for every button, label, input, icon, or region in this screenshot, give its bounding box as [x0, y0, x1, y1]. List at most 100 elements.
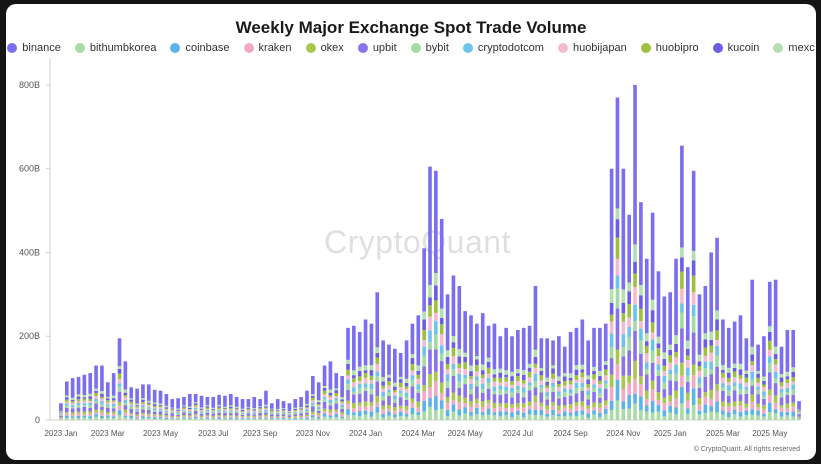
week-bar-stack[interactable] — [633, 84, 637, 420]
week-bar-stack[interactable] — [234, 396, 239, 420]
week-bar-stack[interactable] — [223, 395, 227, 420]
week-bar-stack[interactable] — [129, 387, 134, 420]
week-bar-stack[interactable] — [346, 327, 350, 420]
week-bar-stack[interactable] — [697, 294, 702, 420]
week-bar-stack[interactable] — [592, 327, 596, 420]
week-bar-stack[interactable] — [59, 403, 63, 420]
week-bar-stack[interactable] — [105, 382, 110, 420]
week-bar-stack[interactable] — [562, 346, 567, 420]
week-bar-stack[interactable] — [709, 252, 714, 420]
week-bar-stack[interactable] — [738, 315, 743, 420]
week-bar-stack[interactable] — [205, 396, 210, 420]
week-bar-stack[interactable] — [762, 336, 766, 420]
week-bar-stack[interactable] — [574, 327, 579, 420]
week-bar-stack[interactable] — [539, 338, 544, 420]
week-bar-stack[interactable] — [644, 258, 649, 420]
week-bar-stack[interactable] — [275, 399, 280, 420]
week-bar-stack[interactable] — [135, 388, 139, 420]
week-bar-stack[interactable] — [516, 329, 520, 420]
week-bar-stack[interactable] — [598, 327, 602, 420]
legend-item-huobipro[interactable]: huobipro — [640, 42, 699, 54]
week-bar-stack[interactable] — [791, 329, 796, 420]
week-bar-stack[interactable] — [170, 399, 175, 420]
legend-item-kucoin[interactable]: kucoin — [712, 42, 759, 54]
week-bar-stack[interactable] — [504, 327, 508, 420]
week-bar-stack[interactable] — [334, 373, 339, 420]
week-bar-stack[interactable] — [451, 275, 456, 420]
week-bar-stack[interactable] — [264, 390, 268, 420]
week-bar-stack[interactable] — [773, 279, 778, 420]
week-bar-stack[interactable] — [100, 365, 104, 420]
week-bar-stack[interactable] — [492, 323, 497, 420]
week-bar-stack[interactable] — [480, 313, 485, 420]
week-bar-stack[interactable] — [557, 336, 561, 420]
week-bar-stack[interactable] — [428, 166, 432, 420]
week-bar-stack[interactable] — [779, 346, 784, 420]
week-bar-stack[interactable] — [586, 340, 590, 420]
week-bar-stack[interactable] — [797, 401, 801, 420]
week-bar-stack[interactable] — [111, 373, 116, 420]
week-bar-stack[interactable] — [270, 403, 274, 420]
week-bar-stack[interactable] — [246, 399, 251, 420]
week-bar-stack[interactable] — [217, 394, 221, 420]
week-bar-stack[interactable] — [609, 168, 614, 420]
week-bar-stack[interactable] — [94, 365, 98, 420]
week-bar-stack[interactable] — [767, 281, 772, 420]
week-bar-stack[interactable] — [340, 376, 344, 420]
week-bar-stack[interactable] — [650, 212, 655, 420]
week-bar-stack[interactable] — [258, 399, 262, 420]
week-bar-stack[interactable] — [293, 399, 298, 420]
week-bar-stack[interactable] — [311, 376, 315, 420]
week-bar-stack[interactable] — [521, 327, 526, 420]
week-bar-stack[interactable] — [656, 271, 661, 420]
week-bar-stack[interactable] — [422, 248, 426, 420]
week-bar-stack[interactable] — [691, 170, 696, 420]
week-bar-stack[interactable] — [387, 344, 391, 420]
week-bar-stack[interactable] — [615, 97, 620, 420]
week-bar-stack[interactable] — [469, 315, 473, 420]
week-bar-stack[interactable] — [510, 336, 514, 420]
week-bar-stack[interactable] — [639, 202, 643, 420]
week-bar-stack[interactable] — [680, 145, 684, 420]
week-bar-stack[interactable] — [123, 361, 128, 420]
week-bar-stack[interactable] — [76, 376, 81, 420]
week-bar-stack[interactable] — [434, 170, 438, 420]
week-bar-stack[interactable] — [357, 332, 362, 420]
week-bar-stack[interactable] — [404, 340, 409, 420]
week-bar-stack[interactable] — [328, 361, 333, 420]
week-bar-stack[interactable] — [416, 315, 421, 420]
week-bar-stack[interactable] — [439, 218, 444, 420]
legend-item-kraken[interactable]: kraken — [243, 42, 292, 54]
week-bar-stack[interactable] — [375, 292, 380, 420]
week-bar-stack[interactable] — [199, 395, 204, 420]
week-bar-stack[interactable] — [88, 373, 93, 420]
week-bar-stack[interactable] — [281, 401, 286, 420]
week-bar-stack[interactable] — [363, 319, 368, 420]
week-bar-stack[interactable] — [726, 327, 731, 420]
week-bar-stack[interactable] — [457, 285, 462, 420]
week-bar-stack[interactable] — [721, 319, 725, 420]
week-bar-stack[interactable] — [398, 352, 403, 420]
week-bar-stack[interactable] — [146, 384, 151, 420]
legend-item-bithumbkorea[interactable]: bithumbkorea — [74, 42, 156, 54]
legend-item-binance[interactable]: binance — [7, 42, 61, 54]
week-bar-stack[interactable] — [299, 396, 303, 420]
week-bar-stack[interactable] — [393, 348, 397, 420]
week-bar-stack[interactable] — [240, 399, 245, 420]
week-bar-stack[interactable] — [463, 311, 467, 420]
week-bar-stack[interactable] — [744, 338, 749, 420]
week-bar-stack[interactable] — [715, 237, 719, 420]
week-bar-stack[interactable] — [352, 325, 356, 420]
week-bar-stack[interactable] — [551, 340, 555, 420]
week-bar-stack[interactable] — [674, 258, 678, 420]
week-bar-stack[interactable] — [533, 285, 538, 420]
week-bar-stack[interactable] — [445, 294, 450, 420]
week-bar-stack[interactable] — [187, 394, 192, 420]
week-bar-stack[interactable] — [668, 292, 672, 420]
legend-item-mexc[interactable]: mexc — [773, 42, 815, 54]
legend-item-huobijapan[interactable]: huobijapan — [557, 42, 627, 54]
week-bar-stack[interactable] — [82, 374, 87, 420]
week-bar-stack[interactable] — [158, 390, 163, 420]
week-bar-stack[interactable] — [410, 323, 415, 420]
week-bar-stack[interactable] — [176, 398, 180, 420]
